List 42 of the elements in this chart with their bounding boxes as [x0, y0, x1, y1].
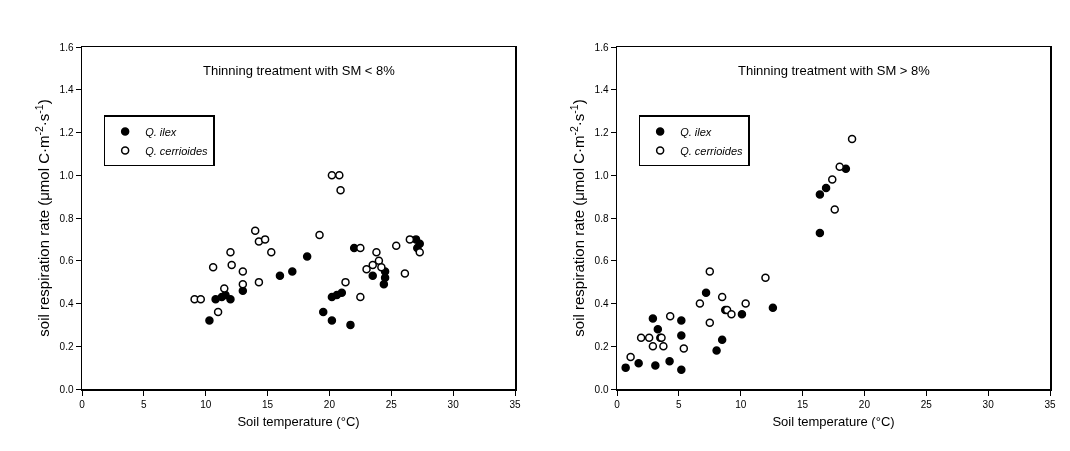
x-tick-label: 15	[797, 398, 809, 410]
x-tick-label: 10	[735, 398, 747, 410]
y-tick-label: 0.4	[59, 298, 74, 309]
x-tick-label: 10	[200, 398, 212, 410]
x-tick-label: 20	[323, 398, 336, 410]
x-tick-label: 5	[141, 398, 148, 410]
y-tick-label: 0.8	[59, 212, 74, 224]
y-tick-label: 1.6	[59, 41, 74, 53]
x-tick-label: 0	[614, 398, 621, 410]
legend-label: Q. cerrioides	[145, 144, 208, 157]
y-tick-label: 1.2	[594, 127, 609, 138]
x-axis-title: Soil temperature (°C)	[772, 413, 895, 429]
y-tick-label: 1.0	[59, 169, 74, 181]
x-axis-title: Soil temperature (°C)	[237, 413, 360, 429]
y-tick-label: 1.6	[594, 41, 609, 53]
y-tick-label: 0.0	[594, 383, 609, 395]
legend-label: Q. ilex	[680, 125, 712, 138]
y-tick-label: 0.6	[59, 255, 74, 267]
y-tick-label: 0.0	[59, 383, 74, 395]
y-tick-label: 1.4	[594, 84, 609, 96]
y-tick-label: 1.2	[59, 127, 74, 138]
legend-label: Q. cerrioides	[680, 144, 743, 157]
x-tick-label: 15	[262, 398, 274, 410]
y-tick-label: 0.2	[594, 340, 609, 352]
y-tick-label: 1.4	[59, 84, 74, 96]
y-tick-label: 1.0	[594, 169, 609, 181]
x-tick-label: 35	[509, 398, 521, 410]
x-tick-label: 25	[920, 398, 933, 410]
x-tick-label: 30	[982, 398, 995, 410]
x-tick-label: 30	[447, 398, 460, 410]
y-tick-label: 0.8	[594, 212, 609, 224]
y-tick-label: 0.6	[594, 255, 609, 267]
x-tick-label: 5	[676, 398, 683, 410]
text: Thinning treatment with SM < 8%	[203, 63, 396, 78]
y-tick-label: 0.2	[59, 340, 74, 352]
x-tick-label: 35	[1044, 398, 1056, 410]
x-tick-label: 20	[858, 398, 871, 410]
legend-label: Q. ilex	[145, 125, 177, 138]
text: Thinning treatment with SM > 8%	[738, 63, 931, 78]
y-tick-label: 0.4	[594, 298, 609, 309]
x-tick-label: 0	[79, 398, 86, 410]
x-tick-label: 25	[385, 398, 398, 410]
